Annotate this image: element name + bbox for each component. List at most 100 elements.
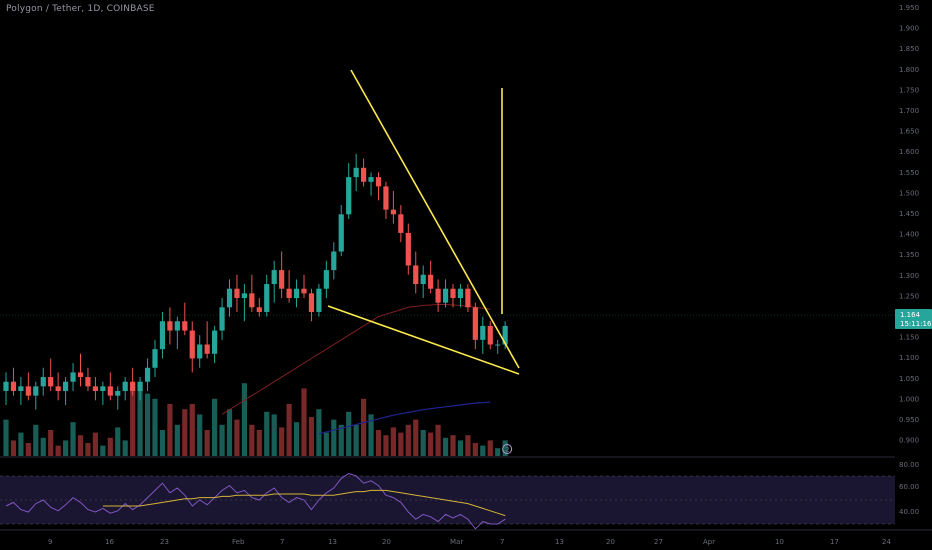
volume-bar [197,414,203,456]
price-tick-label: 1.850 [899,45,919,53]
candle-body [271,270,277,285]
rsi-pane-background: 80.00 60.00 40.00 [0,456,919,525]
volume-bar [435,424,441,456]
candle-body [301,288,307,294]
price-tick-label: 1.500 [899,189,919,197]
volume-bar [25,443,31,456]
volume-bar [33,424,39,456]
candle-body [346,177,352,215]
volume-bar [137,388,143,456]
price-tick-label: 1.700 [899,107,919,115]
candle-body [48,377,54,387]
candle-body [189,330,195,359]
time-tick-label: 7 [280,538,284,546]
volume-marker-label: 2 [505,446,509,454]
volume-bar [107,437,113,456]
volume-bar [323,432,329,456]
time-tick-label: 7 [500,538,504,546]
candle-body [18,386,24,392]
volume-bar [480,445,486,456]
volume-bar [331,419,337,456]
candle-body [472,307,478,340]
time-tick-label: 27 [654,538,663,546]
candle-body [152,349,158,368]
candle-body [122,381,128,392]
candle-body [115,391,121,396]
candle-body [159,321,166,350]
candle-body [100,386,106,392]
price-tick-label: 1.100 [899,354,919,362]
volume-bar [472,443,478,456]
volume-bar [413,419,419,456]
time-tick-label: Apr [703,538,715,546]
candle-body [375,177,382,187]
volume-bar [189,404,195,456]
time-tick-label: Mar [450,538,463,546]
volume-bar [85,443,91,456]
drawing-tools[interactable] [327,69,520,375]
volume-bar [63,440,69,456]
candle-body [279,270,285,289]
candle-body [256,307,262,312]
candle-body [487,325,493,345]
candle-body [25,386,31,396]
volume-bar [241,383,247,456]
time-tick-label: 20 [382,538,391,546]
candle-body [457,288,464,299]
rsi-tick-label: 80.00 [899,461,919,469]
candle-body [92,386,98,392]
volume-bar [144,393,151,456]
ma-short-line [221,304,491,415]
candle-body [353,167,359,178]
candle-body [465,288,471,308]
volume-bar [100,445,106,456]
candle-body [502,325,508,345]
candle-body [204,344,210,354]
volume-bar [48,430,54,456]
candle-body [107,386,113,396]
volume-bar [182,409,188,456]
volume-bar [249,424,255,456]
time-tick-label: 20 [606,538,615,546]
candle-body [390,209,396,215]
candle-body [361,167,367,182]
candle-body [249,293,255,308]
candle-body [413,265,419,285]
candle-body [450,288,456,299]
volume-bar [420,430,426,456]
price-tick-label: 1.750 [899,86,919,94]
time-tick-label: 13 [328,538,337,546]
price-tick-label: 1.600 [899,148,919,156]
volume-bar [495,448,501,456]
candle-body [428,274,434,289]
candle-body [197,344,203,359]
price-tick-label: 1.950 [899,4,919,12]
volume-bar [70,422,76,456]
volume-bar [279,427,285,456]
candle-body [137,381,143,392]
candle-body [55,386,61,392]
candlesticks [3,153,508,410]
time-tick-label: 13 [555,538,564,546]
price-axis: 1.950 1.900 1.850 1.800 1.750 1.700 1.650 1.600… [0,4,919,445]
volume-bar [428,432,434,456]
time-tick-label: Feb [232,538,245,546]
price-tick-label: 1.150 [899,334,919,342]
volume-bar [174,424,180,456]
volume-bar [130,383,136,456]
volume-bar [457,440,464,456]
price-tick-label: 1.900 [899,25,919,33]
rsi-tick-label: 40.00 [899,508,919,516]
candle-body [435,288,441,303]
volume-bar [308,417,315,456]
volume-bars: 2 [3,383,513,456]
candle-body [264,284,270,312]
candle-body [323,270,329,289]
moving-averages [221,304,491,435]
time-tick-label: 10 [775,538,784,546]
candle-body [383,186,389,210]
candle-body [226,288,233,308]
last-price-label: 1.164 15:11:16 [895,309,932,329]
candle-body [85,377,91,387]
